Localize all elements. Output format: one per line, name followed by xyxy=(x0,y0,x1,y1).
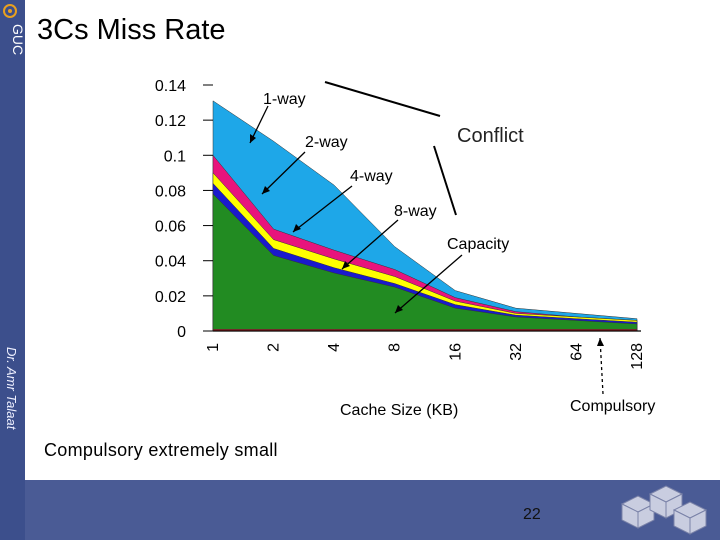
conflict-line-2 xyxy=(433,145,457,216)
x-tick-label: 64 xyxy=(568,343,585,361)
footer-bar xyxy=(0,480,720,540)
label-capacity: Capacity xyxy=(447,236,509,253)
miss-rate-chart: 00.020.040.060.080.10.120.14 1 2 4 8 16 32 64 1… xyxy=(155,78,656,419)
note-text: Compulsory extremely small xyxy=(44,440,278,460)
area-capacity xyxy=(212,193,638,332)
x-tick-label: 16 xyxy=(447,343,464,361)
label-4-way: 4-way xyxy=(350,168,393,185)
label-compulsory: Compulsory xyxy=(570,398,655,415)
x-tick-label: 32 xyxy=(508,343,525,361)
y-tick-label: 0.06 xyxy=(155,219,186,236)
label-1-way: 1-way xyxy=(263,91,306,108)
conflict-line-1 xyxy=(324,81,441,117)
y-tick-label: 0.14 xyxy=(155,78,186,95)
footer-left-block xyxy=(0,480,25,540)
guc-logo: GUC xyxy=(3,4,24,55)
label-8-way: 8-way xyxy=(394,203,437,220)
y-tick-label: 0 xyxy=(177,324,186,341)
x-tick-label: 4 xyxy=(326,343,343,352)
slide-title: 3Cs Miss Rate xyxy=(37,14,226,46)
y-tick-label: 0.1 xyxy=(164,148,186,165)
chart-axes xyxy=(203,84,641,332)
label-conflict: Conflict xyxy=(457,125,524,147)
two-way-pointer xyxy=(261,151,306,195)
eight-way-pointer xyxy=(341,219,399,270)
page-number: 22 xyxy=(523,506,541,523)
x-tick-label: 1 xyxy=(205,343,222,352)
decorative-cubes-image xyxy=(620,485,708,535)
annotation-lines xyxy=(249,81,604,395)
x-tick-label: 8 xyxy=(387,343,404,352)
y-tick-label: 0.12 xyxy=(155,113,186,130)
y-tick-label: 0.02 xyxy=(155,289,186,306)
logo-text: GUC xyxy=(10,24,24,55)
label-2-way: 2-way xyxy=(305,134,348,151)
y-tick-labels: 0 0.02 0.04 0.06 0.08 0.1 0.12 0.14 xyxy=(155,78,186,341)
x-tick-label: 128 xyxy=(629,343,646,370)
x-tick-label: 2 xyxy=(266,343,283,352)
x-tick-labels: 1 2 4 8 16 32 64 128 xyxy=(205,343,646,370)
area-layers xyxy=(212,100,638,332)
y-tick-label: 0.08 xyxy=(155,183,186,200)
annotation-arrowheads xyxy=(250,134,604,346)
four-way-pointer xyxy=(292,185,353,233)
capacity-pointer xyxy=(394,254,463,314)
x-axis-label: Cache Size (KB) xyxy=(340,402,458,419)
left-sidebar xyxy=(0,0,25,480)
y-tick-label: 0.04 xyxy=(155,254,186,271)
compulsory-pointer xyxy=(599,337,604,395)
